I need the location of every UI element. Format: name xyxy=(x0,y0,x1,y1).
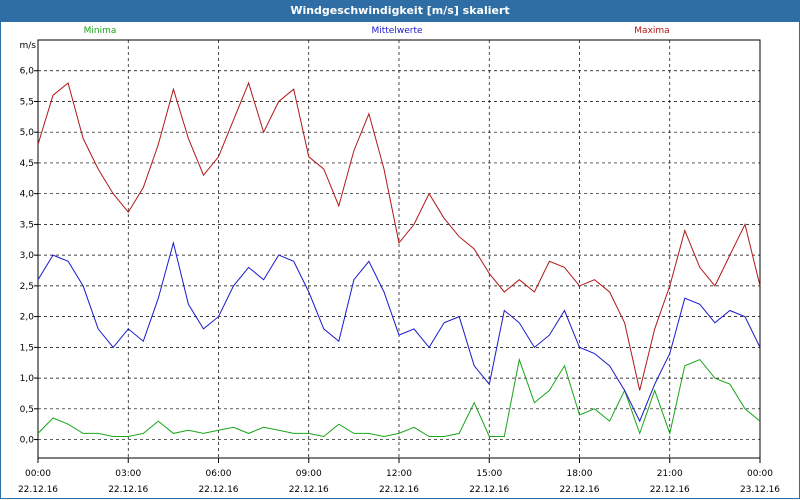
x-tick-time: 21:00 xyxy=(657,469,683,479)
y-axis-label: m/s xyxy=(20,41,37,51)
series-maxima xyxy=(37,81,761,391)
x-tick-date: 22.12.16 xyxy=(289,485,329,495)
x-tick-date: 22.12.16 xyxy=(469,485,509,495)
x-tick-time: 00:00 xyxy=(747,469,773,479)
x-tick-date: 22.12.16 xyxy=(108,485,148,495)
y-tick-label: 4,0 xyxy=(20,190,35,200)
series-mittelwerte xyxy=(37,240,761,423)
x-tick-time: 09:00 xyxy=(296,469,322,479)
x-tick-date: 23.12.16 xyxy=(740,485,780,495)
window-title: Windgeschwindigkeit [m/s] skaliert xyxy=(0,0,800,22)
x-tick-time: 12:00 xyxy=(386,469,412,479)
x-tick-date: 22.12.16 xyxy=(379,485,419,495)
y-tick-label: 4,5 xyxy=(20,159,34,169)
axes: 0,0 0,5 1,0 1,5 2,0 2,5 3,0 3,5 4,0 4,5 5,0 5,5 6,0 m… xyxy=(18,41,780,495)
y-tick-label: 3,0 xyxy=(20,251,35,261)
series-lines xyxy=(37,81,761,438)
x-tick-date: 22.12.16 xyxy=(18,485,58,495)
x-tick-time: 00:00 xyxy=(25,469,51,479)
legend-mittelwerte: Mittelwerte xyxy=(371,26,422,36)
x-tick-date: 22.12.16 xyxy=(559,485,599,495)
y-tick-label: 0,5 xyxy=(20,405,34,415)
grid-lines xyxy=(37,39,761,459)
x-tick-time: 15:00 xyxy=(476,469,502,479)
y-tick-label: 1,0 xyxy=(20,374,35,384)
x-tick-time: 18:00 xyxy=(567,469,593,479)
y-tick-label: 6,0 xyxy=(20,67,35,77)
legend-minima: Minima xyxy=(84,26,117,36)
y-tick-label: 0,0 xyxy=(20,436,35,446)
x-tick-date: 22.12.16 xyxy=(198,485,238,495)
legend: Minima Mittelwerte Maxima xyxy=(84,26,670,36)
x-tick-date: 22.12.16 xyxy=(650,485,690,495)
series-minima xyxy=(37,357,761,438)
x-tick-time: 06:00 xyxy=(206,469,232,479)
y-tick-label: 1,5 xyxy=(20,343,34,353)
y-tick-label: 5,5 xyxy=(20,97,34,107)
x-tick-time: 03:00 xyxy=(115,469,141,479)
y-tick-label: 3,5 xyxy=(20,220,34,230)
legend-maxima: Maxima xyxy=(634,26,669,36)
y-tick-label: 2,5 xyxy=(20,282,34,292)
y-tick-label: 2,0 xyxy=(20,313,35,323)
y-tick-label: 5,0 xyxy=(20,128,35,138)
